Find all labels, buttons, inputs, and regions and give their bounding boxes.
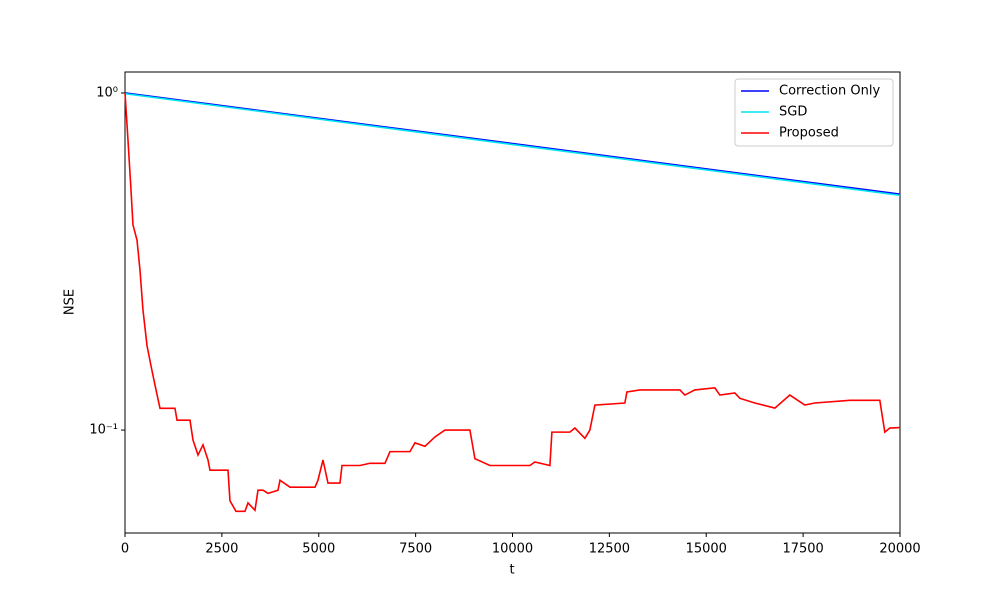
line-series xyxy=(124,92,901,197)
legend-label: Proposed xyxy=(779,126,839,141)
legend-label: SGD xyxy=(779,105,807,120)
line-series xyxy=(124,92,901,513)
x-axis-label: t xyxy=(509,563,514,578)
y-axis-label: NSE xyxy=(63,289,78,315)
x-tick-label: 12500 xyxy=(589,542,630,557)
x-tick-label: 20000 xyxy=(879,542,920,557)
x-tick-label: 10000 xyxy=(492,542,533,557)
line-series xyxy=(124,92,901,195)
x-tick-label: 17500 xyxy=(782,542,823,557)
x-tick-label: 7500 xyxy=(399,542,432,557)
y-tick-label: 10⁰ xyxy=(96,85,118,100)
legend-label: Correction Only xyxy=(779,84,880,99)
x-tick-label: 15000 xyxy=(686,542,727,557)
x-tick-label: 2500 xyxy=(205,542,238,557)
x-tick-label: 0 xyxy=(121,542,129,557)
legend-box xyxy=(734,78,894,147)
y-tick-label: 10⁻¹ xyxy=(89,423,118,438)
x-tick-label: 5000 xyxy=(302,542,335,557)
